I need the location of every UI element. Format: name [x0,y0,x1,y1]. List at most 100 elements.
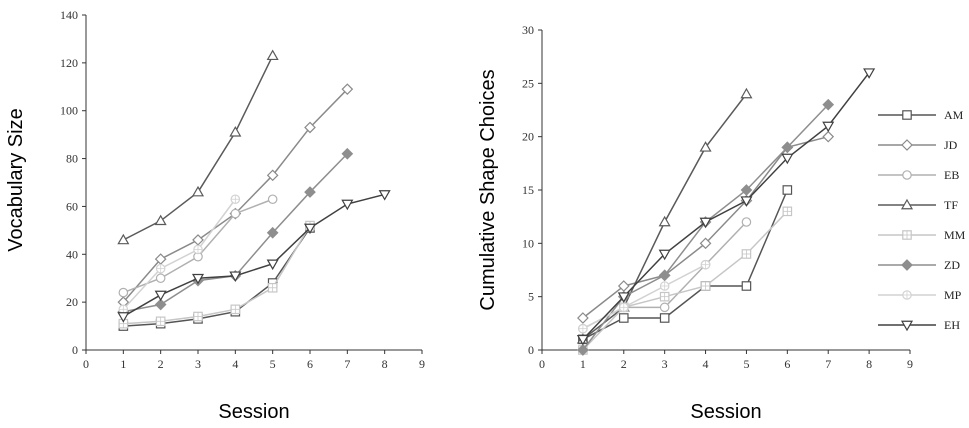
legend-marker-zd [901,259,913,271]
shape-series-mm [578,206,793,355]
vocab-x-tick-label: 6 [307,357,313,371]
shape-line-mm [582,210,788,351]
shape-point-eh [740,196,753,207]
vocabulary-size-chart: 0 20 40 60 80 100 120 140 0 1 2 3 4 5 6 7 8 9 Session Vocab… [5,8,425,423]
vocab-point-jd [266,169,279,182]
cumulative-shape-choices-chart: 0 5 10 15 20 25 30 0 1 2 3 4 5 6 7 8 9 Session Cumulative … [477,23,913,423]
shape-y-tick-label: 10 [522,236,534,250]
shape-x-tick-label: 0 [539,357,545,371]
vocab-line-eh [122,193,385,318]
vocab-point-eh [341,199,354,211]
shape-y-tick-label: 15 [522,183,534,197]
vocab-x-tick-label: 4 [232,357,238,371]
legend-label-tf: TF [944,198,958,212]
vocab-point-jd [304,121,316,134]
legend-item-mm: MM [878,228,966,242]
shape-line-eh [582,72,870,340]
shape-point-am [659,313,670,323]
legend-item-am: AM [878,108,964,122]
shape-x-tick-label: 9 [907,357,913,371]
shape-point-zd [740,184,753,196]
shape-series-am [578,185,793,345]
shape-point-zd [781,141,794,154]
shape-y-tick-label: 30 [522,23,534,37]
shape-point-tf [740,87,753,99]
legend-label-am: AM [944,108,964,122]
vocab-point-jd [192,234,204,246]
vocab-point-eh [154,290,167,302]
shape-point-eb [741,217,752,227]
shape-x-tick-label: 8 [866,357,872,371]
vocab-point-zd [341,147,354,160]
vocab-series-eh [117,190,391,323]
shape-point-am [741,281,752,291]
shape-point-zd [577,344,589,356]
vocab-point-eb [230,208,241,219]
vocab-point-eh [117,312,130,323]
vocab-y-tick-label: 140 [60,8,78,22]
vocab-line-mm [123,225,311,325]
legend-label-eh: EH [944,318,960,332]
shape-y-tick-label: 25 [522,76,534,90]
vocab-x-tick-label: 8 [382,357,388,371]
vocab-series-mm [118,220,315,329]
vocab-x-axis-title: Session [218,401,289,423]
legend-marker-tf [900,198,914,210]
shape-y-axis-title: Cumulative Shape Choices [477,69,499,310]
shape-series-tf [576,87,753,344]
legend-item-jd: JD [878,138,958,152]
shape-point-jd [577,312,589,324]
legend-marker-eh [900,320,914,332]
legend-label-mp: MP [944,288,962,302]
shape-x-tick-label: 1 [580,357,586,371]
vocab-series-mp [118,194,241,315]
shape-x-tick-label: 4 [703,357,709,371]
legend-item-eh: EH [878,318,960,332]
vocab-point-eb [155,273,166,284]
vocab-y-tick-label: 120 [60,56,78,70]
shape-line-am [582,189,789,340]
vocab-point-tf [154,214,167,226]
vocab-point-eh [303,223,317,235]
vocab-y-tick-label: 0 [72,343,78,357]
shape-point-tf [658,215,671,227]
vocab-point-tf [229,126,242,137]
legend-item-zd: ZD [878,258,960,272]
vocab-point-tf [117,233,130,245]
vocab-point-tf [266,49,279,61]
shape-point-eh [822,121,835,133]
shape-point-eh [863,68,876,79]
legend-marker-eb [902,170,912,180]
legend-marker-jd [901,139,913,151]
legend-marker-am [902,110,912,120]
vocab-x-tick-label: 2 [158,357,164,371]
shape-y-tick-label: 5 [528,290,534,304]
vocab-point-zd [304,186,316,198]
shape-y-tick-label: 20 [522,130,534,144]
vocab-x-tick-label: 1 [120,357,126,371]
vocab-point-eb [267,194,278,205]
vocab-point-eh [266,259,279,271]
legend-label-mm: MM [944,228,966,242]
shape-point-eb [659,302,670,313]
vocab-point-eh [229,271,242,283]
vocab-x-tick-label: 9 [419,357,425,371]
shape-point-eh [781,153,794,165]
shape-point-tf [699,141,712,152]
vocab-point-eb [118,287,129,298]
shape-point-eh [617,292,630,303]
vocab-line-mp [122,198,236,310]
vocab-point-eh [191,273,205,285]
vocab-x-tick-label: 7 [344,357,350,371]
vocab-point-eh [378,190,391,201]
legend-label-eb: EB [944,168,959,182]
shape-series-mp [578,259,711,334]
shape-point-am [618,313,629,323]
shape-point-eh [576,334,589,346]
vocab-y-tick-label: 20 [66,295,78,309]
shape-point-eh [658,249,671,261]
vocab-x-tick-label: 5 [270,357,276,371]
shape-y-tick-label: 0 [528,343,534,357]
shape-x-axis-title: Session [690,401,761,423]
